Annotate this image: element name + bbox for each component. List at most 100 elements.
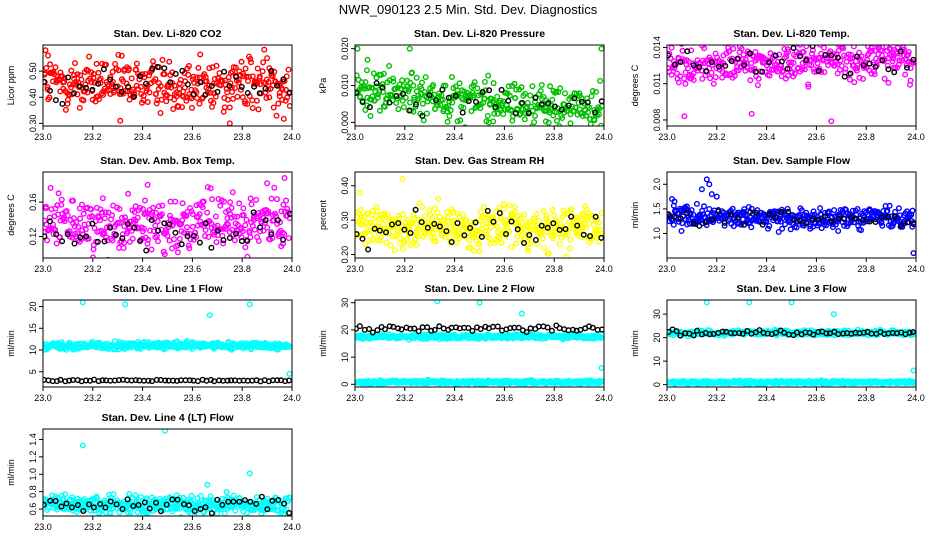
data-point xyxy=(564,210,571,217)
data-point xyxy=(87,206,94,213)
data-point xyxy=(260,59,267,66)
data-point xyxy=(575,99,582,106)
data-point xyxy=(134,214,141,221)
data-point xyxy=(399,245,406,252)
data-point xyxy=(905,49,912,56)
data-point xyxy=(590,221,597,228)
data-point xyxy=(253,196,260,203)
data-point xyxy=(739,330,746,337)
y-tick-label: 0 xyxy=(652,382,662,387)
data-point xyxy=(668,71,675,78)
data-point xyxy=(710,80,717,87)
data-point xyxy=(279,96,286,103)
data-point xyxy=(383,229,390,236)
data-point xyxy=(367,237,374,244)
data-point xyxy=(444,108,451,115)
data-point xyxy=(190,73,197,80)
chart-title: Stan. Dev. Line 1 Flow xyxy=(112,283,223,295)
data-point xyxy=(112,61,119,68)
data-point xyxy=(800,49,807,56)
data-point xyxy=(69,377,76,384)
data-point xyxy=(132,377,139,384)
data-point xyxy=(885,66,892,73)
data-point xyxy=(565,102,572,109)
data-point xyxy=(224,377,231,384)
data-point xyxy=(376,107,383,114)
data-point xyxy=(910,221,916,228)
data-point xyxy=(228,88,235,95)
plot-frame xyxy=(666,44,917,127)
data-point xyxy=(671,213,678,220)
data-point xyxy=(465,325,472,332)
data-point xyxy=(426,92,433,99)
data-point xyxy=(884,207,891,214)
data-point xyxy=(83,233,90,240)
plot-frame xyxy=(42,299,293,388)
data-point xyxy=(211,223,218,230)
data-point xyxy=(512,240,519,247)
x-tick-label: 23.2 xyxy=(708,393,726,403)
data-point xyxy=(461,232,468,239)
data-point xyxy=(142,80,149,87)
data-point xyxy=(97,75,104,82)
data-point xyxy=(527,131,532,136)
data-point xyxy=(708,59,715,66)
data-point xyxy=(821,69,828,76)
chart-title: Stan. Dev. Li-820 CO2 xyxy=(114,28,222,40)
data-point xyxy=(140,225,147,232)
data-point xyxy=(592,109,599,116)
x-tick-label: 23.8 xyxy=(545,393,563,403)
data-point xyxy=(527,218,534,225)
plot-frame xyxy=(666,299,917,388)
data-point xyxy=(101,215,108,222)
data-point xyxy=(842,65,849,72)
data-point xyxy=(95,69,102,76)
data-point xyxy=(684,209,691,216)
chart-title: Stan. Dev. Line 3 Flow xyxy=(736,283,847,295)
data-point xyxy=(268,231,275,238)
data-point xyxy=(68,67,75,74)
data-point xyxy=(108,212,115,219)
data-point xyxy=(226,234,233,241)
data-point xyxy=(170,105,177,112)
data-point xyxy=(598,378,604,385)
data-point xyxy=(884,62,891,69)
data-point xyxy=(247,195,254,202)
data-point xyxy=(157,109,164,116)
y-tick-label: 0.30 xyxy=(340,211,350,229)
x-tick-label: 23.8 xyxy=(545,132,563,142)
data-point xyxy=(457,117,464,124)
data-point xyxy=(422,74,429,81)
data-point xyxy=(155,227,162,234)
data-point xyxy=(596,219,603,226)
data-point xyxy=(683,203,690,210)
data-point xyxy=(395,106,402,113)
data-point xyxy=(805,83,812,90)
data-point xyxy=(431,205,438,212)
data-point xyxy=(367,112,374,119)
data-point xyxy=(850,45,857,50)
data-point xyxy=(514,226,521,233)
data-point xyxy=(228,204,235,211)
data-point xyxy=(97,217,104,224)
data-point xyxy=(798,207,805,214)
data-point xyxy=(741,221,748,228)
data-point xyxy=(141,210,148,217)
data-point xyxy=(74,71,81,78)
data-point xyxy=(145,236,152,243)
data-point xyxy=(53,240,60,247)
data-point xyxy=(107,224,114,231)
data-point xyxy=(759,221,766,228)
data-point xyxy=(677,215,684,222)
y-tick-label: 10 xyxy=(340,352,350,362)
data-point xyxy=(205,233,212,240)
data-point xyxy=(436,213,443,220)
data-point xyxy=(598,365,604,371)
data-point xyxy=(234,213,241,220)
data-point xyxy=(374,94,381,101)
plot-frame xyxy=(354,171,605,259)
data-point xyxy=(59,100,66,107)
data-point xyxy=(57,376,64,383)
